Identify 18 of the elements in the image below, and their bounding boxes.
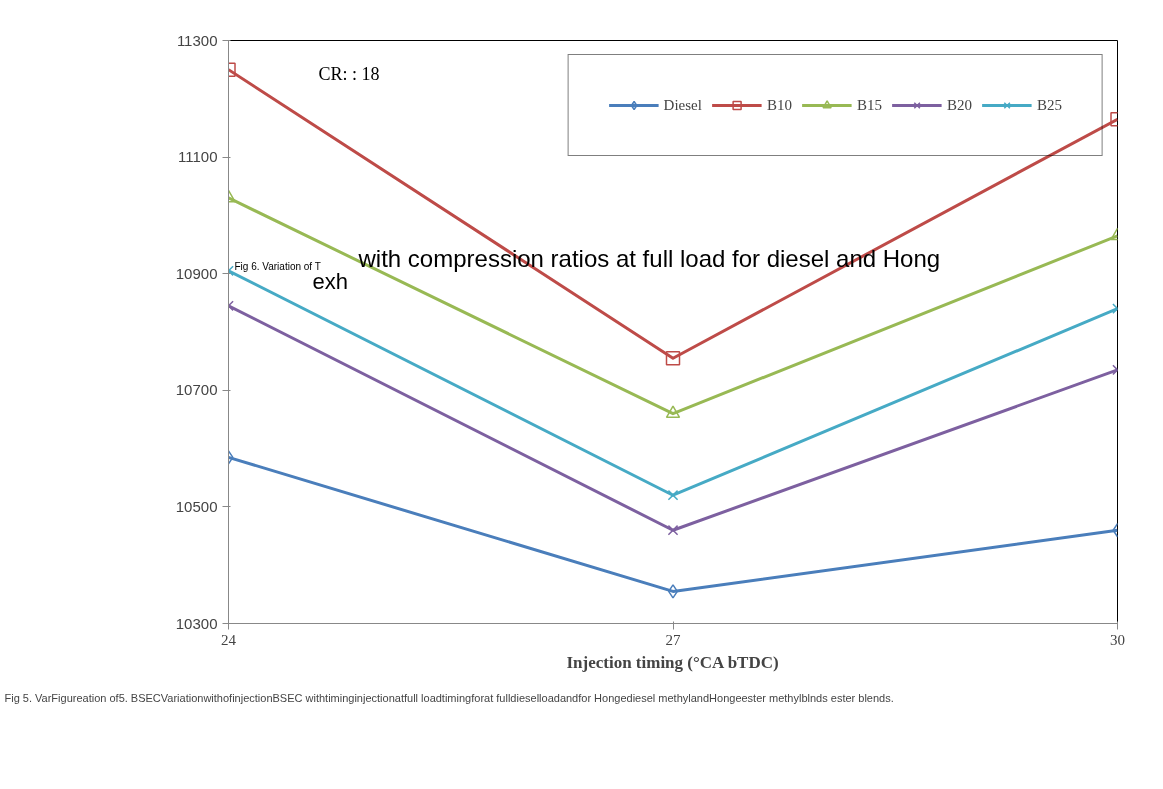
y-tick-label: 10500 — [175, 497, 218, 515]
annotation: CR: : 18 — [318, 63, 380, 84]
legend-label: B15 — [856, 96, 882, 114]
caption: Fig 5. VarFigureation of5. BSECVariationwithofinjectionBSEC withtiminginjectionatfull loadtimingforat fulldieselloadandfor Hongediesel methylandHongeester methylblnds ester blends. — [4, 691, 894, 704]
y-tick-label: 10300 — [175, 614, 218, 632]
y-tick-label: 11300 — [176, 31, 218, 49]
y-tick-label: 10900 — [175, 264, 218, 282]
legend-label: B10 — [766, 96, 792, 114]
x-axis-title: Injection timing (°CA bTDC) — [566, 652, 779, 672]
annotation: Fig 6. Variation of T — [234, 260, 321, 272]
legend-label: B25 — [1036, 96, 1062, 114]
y-tick-label: 10700 — [175, 381, 218, 399]
x-tick-label: 27 — [665, 631, 681, 648]
y-tick-label: 11100 — [178, 148, 218, 166]
legend-label: B20 — [946, 96, 972, 114]
x-tick-label: 24 — [221, 631, 237, 648]
x-tick-label: 30 — [1110, 631, 1125, 648]
legend-label: Diesel — [663, 96, 702, 114]
